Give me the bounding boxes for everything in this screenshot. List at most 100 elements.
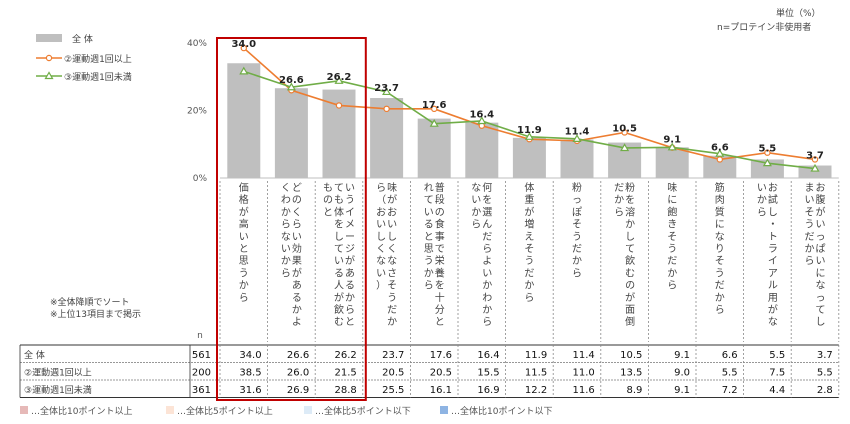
legend-label: ③運動週1回未満 [64, 71, 132, 83]
category-char: だ [524, 267, 534, 279]
table-cell: 9.1 [674, 385, 690, 396]
category-char: 普 [435, 181, 445, 194]
category-char: な [387, 255, 397, 267]
category-char: ー [345, 232, 355, 243]
category-char: だ [715, 280, 725, 292]
category-char: っ [816, 293, 826, 304]
category-char: そ [667, 231, 677, 243]
category-char: ・ [768, 220, 778, 231]
category-char: お [768, 182, 778, 194]
category-char: い [239, 232, 249, 243]
category-char: 飲 [625, 254, 635, 267]
category-char: の [323, 195, 333, 206]
point-marker [286, 82, 296, 91]
bars [227, 63, 832, 178]
category-char: イ [768, 256, 778, 267]
category-char: を [482, 194, 492, 206]
table-cell: 26.0 [287, 367, 309, 378]
category-char: ら [292, 219, 302, 231]
category-char: い [816, 220, 826, 231]
category-char: メ [345, 220, 355, 231]
category-char: が [625, 291, 635, 304]
category-char: ぽ [572, 206, 582, 218]
category-char: て [334, 244, 344, 255]
category-char: が [387, 193, 397, 206]
category-char: ら [281, 267, 291, 279]
category-char: と [435, 316, 445, 328]
category-char: お [376, 206, 386, 218]
category-char: も [334, 194, 344, 206]
category-char: う [387, 292, 397, 304]
category-char: い [281, 244, 291, 255]
point-marker [762, 158, 772, 167]
category-char: を [625, 194, 635, 206]
category-char: 事 [435, 230, 445, 243]
category-char: か [715, 292, 725, 304]
category-char: い [376, 268, 386, 279]
category-char: ら [424, 280, 434, 292]
category-char: ら [281, 219, 291, 231]
data-label: 5.5 [759, 144, 777, 155]
category-char: イ [345, 207, 355, 218]
point-marker [477, 116, 487, 125]
category-char: 飲 [334, 303, 344, 316]
category-char: い [424, 207, 434, 218]
category-char: な [471, 182, 481, 194]
category-char: か [524, 280, 534, 292]
category-char: の [625, 281, 635, 292]
table-cell: 23.7 [382, 350, 404, 361]
category-char: 倒 [625, 316, 635, 328]
category-char: な [281, 231, 291, 243]
unit-note: 単位（%） [776, 9, 821, 19]
category-char: が [334, 291, 344, 304]
category-char: 飽 [667, 205, 677, 218]
category-char: し [625, 231, 635, 243]
category-char: よ [482, 255, 492, 267]
category-char: い [334, 256, 344, 267]
table-cell: 11.6 [573, 385, 595, 396]
point-marker [239, 66, 249, 75]
point-marker [716, 156, 724, 163]
color-key-swatch [440, 406, 448, 414]
table-n-cell: 561 [192, 350, 211, 361]
category-char: き [667, 219, 677, 231]
table-cell: 17.6 [430, 350, 452, 361]
table-cell: 11.0 [573, 367, 595, 378]
category-char: る [292, 292, 302, 304]
category-char: る [334, 267, 344, 279]
category-char: ら [757, 206, 767, 218]
category-char: 栄 [435, 255, 445, 267]
table-cell: 25.5 [382, 385, 404, 396]
category-char: 増 [524, 218, 534, 231]
category-char: か [292, 304, 302, 316]
category-char: い [816, 256, 826, 267]
category-char: 試 [768, 193, 778, 206]
category-char: か [281, 255, 291, 267]
category-char: が [239, 205, 249, 218]
category-char: 腹 [816, 193, 826, 206]
table-cell: 20.5 [430, 367, 452, 378]
category-char: う [239, 267, 249, 279]
category-char: く [281, 183, 291, 194]
category-char: と [239, 243, 249, 255]
category-char: し [387, 231, 397, 243]
category-char: 体 [524, 182, 534, 194]
category-char: 思 [424, 243, 434, 255]
table-row-label: ②運動週1回以上 [24, 367, 92, 378]
data-label: 16.4 [469, 110, 494, 121]
category-char: だ [614, 182, 624, 194]
data-label: 17.6 [422, 100, 447, 111]
category-char: が [292, 266, 302, 279]
category-char: う [805, 219, 815, 231]
data-label: 6.6 [711, 143, 729, 154]
base-note: n=プロテイン非使用者 [717, 23, 812, 33]
category-char: お [387, 206, 397, 218]
category-char: 用 [768, 293, 778, 304]
legend-marker [44, 71, 54, 80]
table-cell: 28.8 [335, 385, 357, 396]
category-char: ら [239, 292, 249, 304]
bar [227, 63, 261, 178]
category-char: 重 [524, 193, 534, 206]
category-char: か [757, 194, 767, 206]
